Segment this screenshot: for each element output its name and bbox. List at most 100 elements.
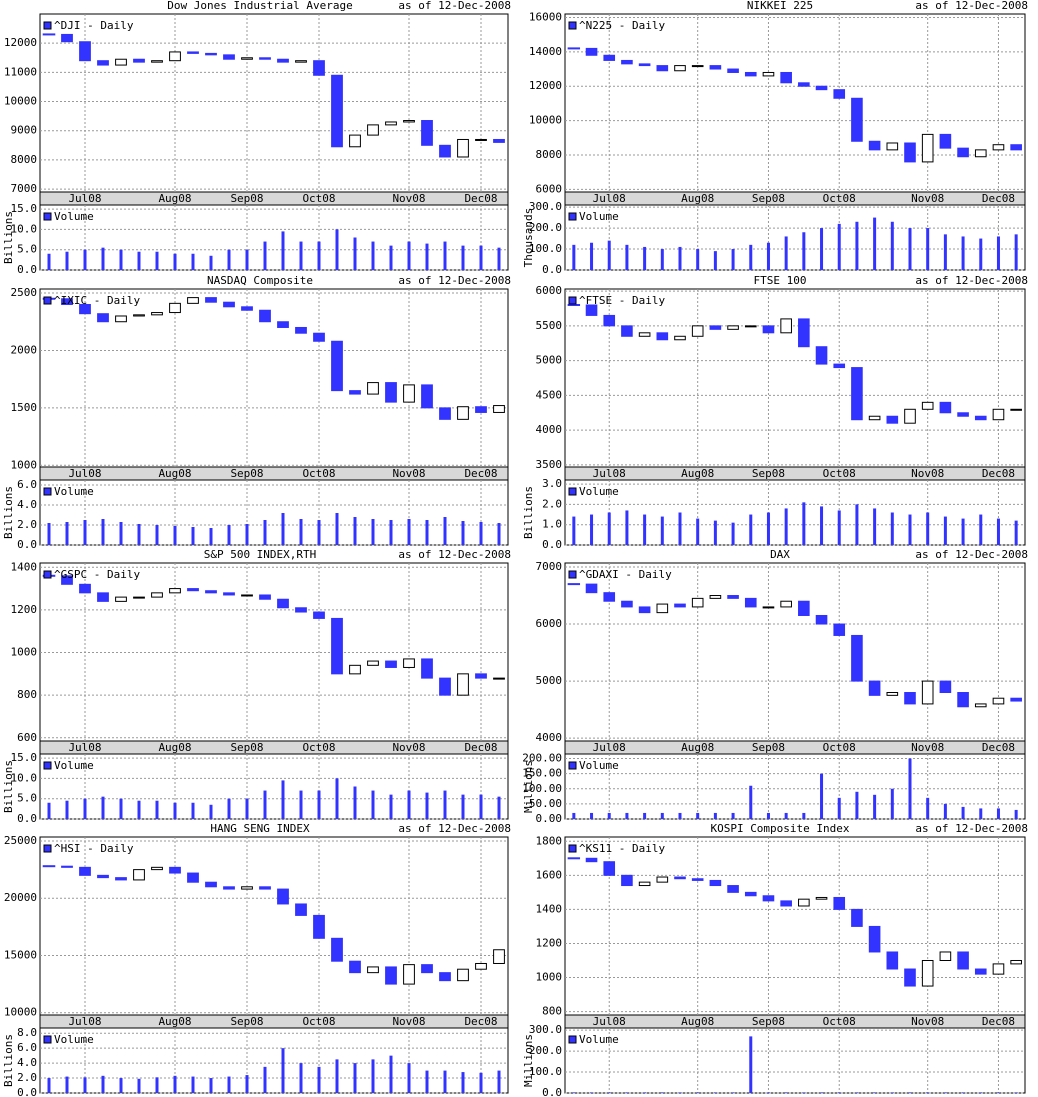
volume-bar [890, 221, 894, 270]
volume-tick-label: 2.0 [17, 518, 37, 531]
volume-panel [564, 479, 1026, 546]
volume-bar [173, 253, 177, 270]
y-tick-label: 16000 [529, 10, 562, 23]
date-strip [39, 466, 509, 481]
candle [385, 660, 397, 668]
candle [921, 959, 934, 987]
candle [115, 58, 127, 66]
price-panel [564, 836, 1026, 1016]
volume-tick-label: 100.00 [522, 782, 562, 795]
candle [79, 866, 91, 876]
price-panel [39, 13, 509, 193]
y-tick-label: 10000 [4, 1006, 37, 1019]
candle [868, 680, 881, 696]
candle [187, 872, 199, 883]
volume-bar [961, 518, 965, 545]
candle [762, 895, 775, 902]
candle [421, 120, 433, 146]
date-strip [564, 191, 1026, 206]
volume-tick-label: 0.0 [17, 812, 37, 825]
volume-bar [371, 1059, 375, 1093]
candle [762, 71, 775, 77]
candle [851, 908, 863, 927]
candle [259, 57, 271, 60]
candle [61, 575, 73, 585]
volume-bar [47, 1078, 51, 1093]
candle [674, 65, 686, 72]
y-tick-label: 8000 [11, 153, 38, 166]
candle [493, 138, 505, 143]
y-tick-label: 6000 [536, 284, 563, 297]
candle [403, 658, 415, 668]
volume-bar [873, 794, 877, 819]
volume-bar [660, 1092, 664, 1093]
candle [851, 97, 863, 142]
volume-bar [625, 244, 629, 270]
volume-bar [784, 812, 788, 819]
candle [223, 592, 235, 596]
volume-bar [660, 249, 664, 270]
volume-bar [209, 528, 213, 545]
legend-swatch [43, 487, 52, 496]
volume-tick-label: 0.0 [17, 538, 37, 551]
volume-tick-label: 15.0 [11, 751, 38, 764]
chart-title: KOSPI Composite Index [710, 822, 849, 835]
volume-tick-label: 1.0 [542, 518, 562, 531]
volume-bar [820, 228, 824, 270]
legend-swatch [568, 761, 577, 770]
volume-tick-label: 300.0 [529, 200, 562, 213]
candle [277, 321, 289, 328]
volume-bar [979, 1092, 983, 1093]
candle [295, 60, 307, 63]
candle [656, 332, 669, 341]
volume-bar [209, 255, 213, 270]
x-tick-label: Sep08 [752, 467, 785, 480]
volume-bar [873, 1092, 877, 1093]
date-strip [39, 191, 509, 206]
legend-label: ^GDAXI - Daily [579, 568, 672, 581]
volume-tick-label: 0.0 [542, 538, 562, 551]
x-tick-label: Jul08 [68, 192, 101, 205]
volume-bar [643, 1092, 647, 1093]
x-tick-label: Nov08 [392, 192, 425, 205]
candle [939, 401, 952, 414]
x-tick-label: Sep08 [230, 192, 263, 205]
candle [1010, 144, 1022, 151]
candle [904, 408, 916, 424]
candle [585, 47, 598, 56]
volume-panel [39, 479, 509, 546]
volume-bar [497, 523, 501, 545]
x-tick-label: Oct08 [302, 467, 335, 480]
volume-bar [1014, 520, 1018, 545]
x-tick-label: Dec08 [982, 1015, 1015, 1028]
candle [815, 896, 828, 900]
x-tick-label: Oct08 [823, 467, 856, 480]
x-tick-label: Sep08 [230, 1015, 263, 1028]
candle [133, 596, 145, 599]
volume-bar [855, 1092, 859, 1093]
candle [674, 603, 686, 608]
volume-tick-label: 2.0 [17, 1071, 37, 1084]
volume-bar [137, 524, 141, 545]
x-tick-label: Sep08 [230, 467, 263, 480]
candle [833, 896, 846, 910]
volume-bar [731, 522, 735, 545]
volume-bar [996, 518, 1000, 545]
volume-bar [979, 238, 983, 270]
volume-bar [943, 1092, 947, 1093]
volume-bar [784, 236, 788, 270]
x-tick-label: Aug08 [158, 192, 191, 205]
candle [957, 147, 969, 158]
volume-bar [731, 812, 735, 819]
y-tick-label: 4000 [536, 423, 563, 436]
legend-swatch [43, 761, 52, 770]
volume-bar [873, 508, 877, 545]
candle [833, 89, 846, 99]
volume-bar [943, 234, 947, 270]
volume-bar [191, 1076, 195, 1093]
date-strip [39, 1014, 509, 1029]
volume-bar [389, 794, 393, 819]
candle [331, 340, 343, 392]
y-tick-label: 4500 [536, 388, 563, 401]
